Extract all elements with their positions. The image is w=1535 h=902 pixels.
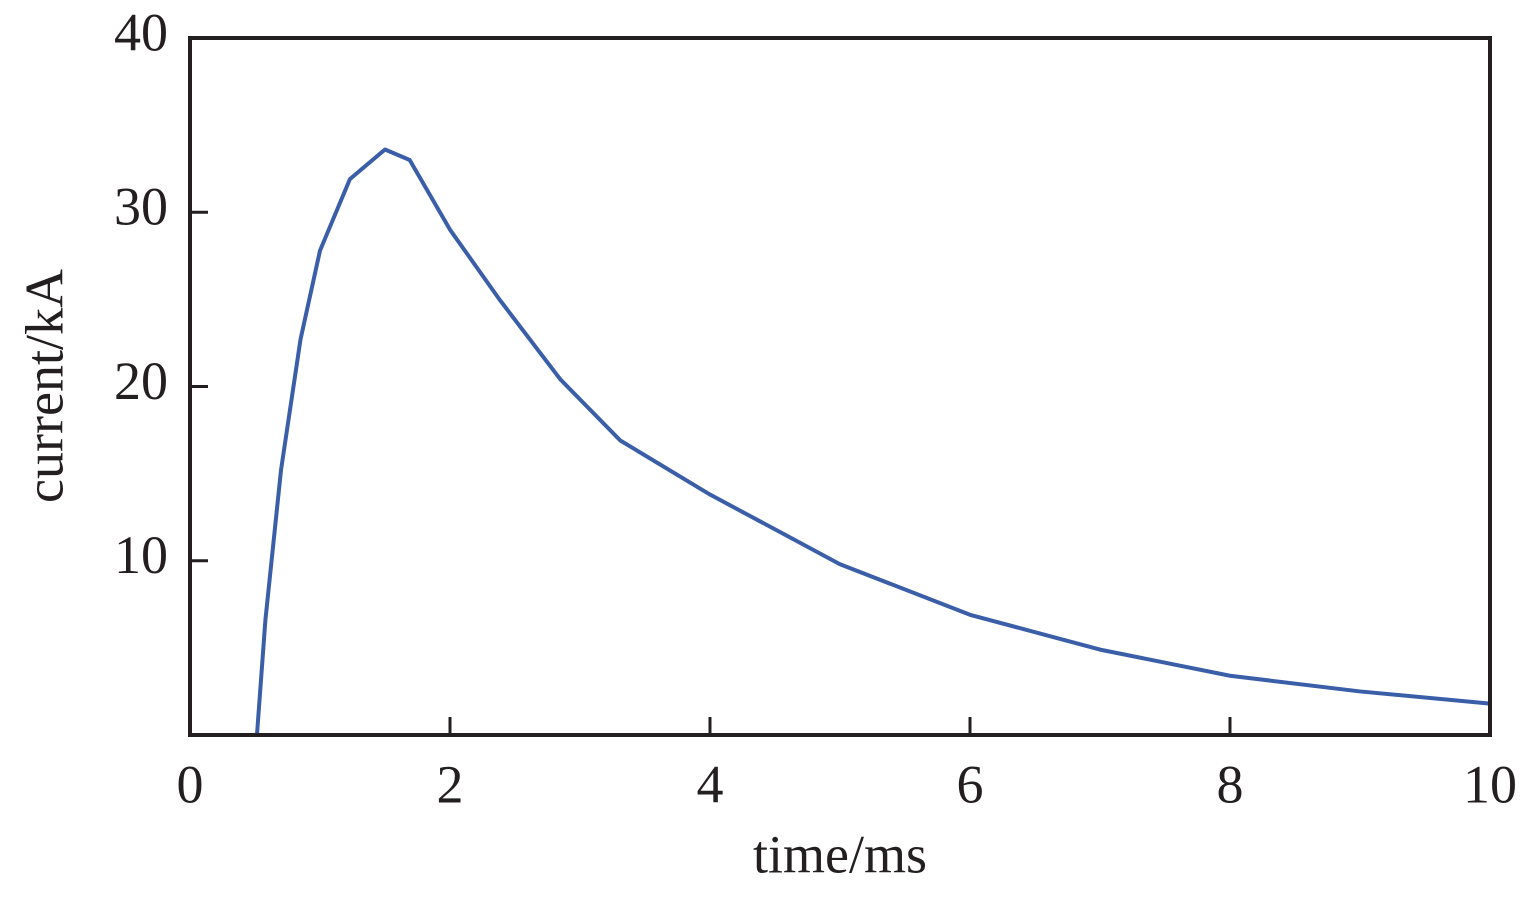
x-tick-label: 10 bbox=[1463, 754, 1517, 814]
x-tick-label: 6 bbox=[957, 754, 984, 814]
y-tick-label: 10 bbox=[114, 525, 168, 585]
x-axis-label: time/ms bbox=[753, 824, 927, 884]
x-tick-label: 8 bbox=[1217, 754, 1244, 814]
y-tick-label: 40 bbox=[114, 2, 168, 62]
y-axis-label: current/kA bbox=[14, 269, 74, 503]
x-tick-label: 4 bbox=[697, 754, 724, 814]
x-tick-label: 0 bbox=[177, 754, 204, 814]
y-tick-label: 30 bbox=[114, 177, 168, 237]
data-line bbox=[190, 147, 1491, 737]
x-tick-label: 2 bbox=[437, 754, 464, 814]
y-tick-label: 20 bbox=[114, 351, 168, 411]
plot-frame bbox=[188, 36, 1492, 737]
